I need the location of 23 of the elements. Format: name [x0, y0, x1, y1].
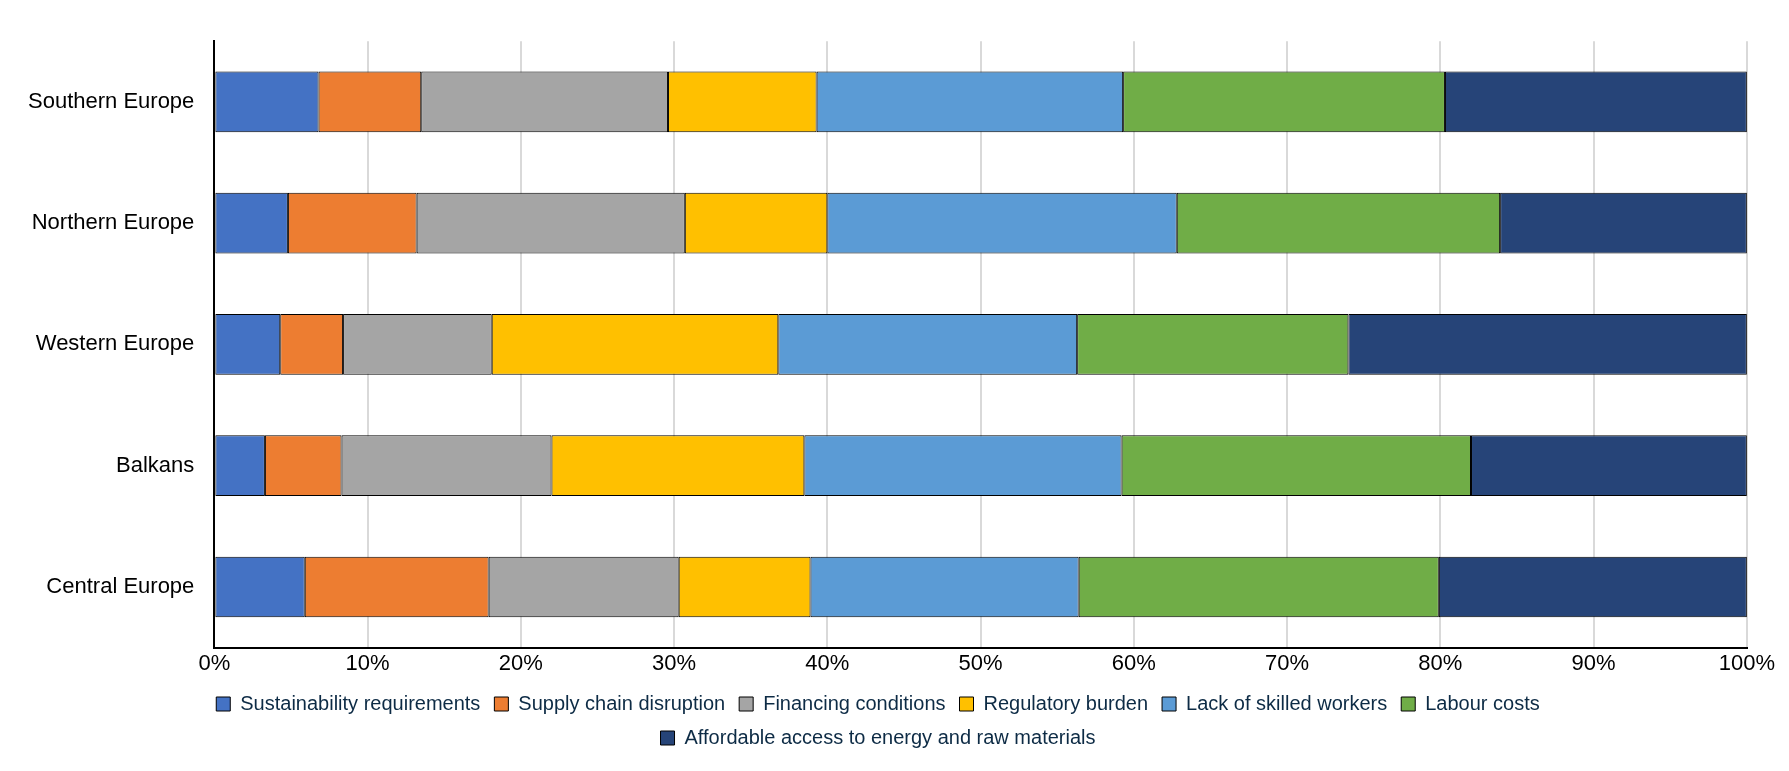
y-tick-label: Balkans	[116, 451, 195, 477]
x-tick-label: 40%	[805, 649, 850, 675]
x-tick-label: 80%	[1418, 649, 1463, 675]
y-tick-label: Southern Europe	[28, 87, 195, 113]
x-tick-label: 100%	[1718, 649, 1776, 675]
x-tick-label: 50%	[958, 649, 1003, 675]
legend-label: Financing conditions	[763, 691, 946, 714]
x-tick-label: 0%	[198, 649, 231, 675]
x-tick-label: 90%	[1571, 649, 1616, 675]
x-tick-label: 30%	[652, 649, 697, 675]
legend-label: Labour costs	[1425, 691, 1540, 714]
y-tick-label: Central Europe	[46, 573, 195, 599]
x-tick-label: 10%	[345, 649, 390, 675]
legend-label: Sustainability requirements	[240, 691, 481, 714]
x-tick-label: 60%	[1111, 649, 1156, 675]
legend-label: Supply chain disruption	[518, 691, 726, 714]
y-tick-label: Western Europe	[35, 330, 195, 356]
y-tick-label: Northern Europe	[31, 209, 195, 235]
x-tick-label: 70%	[1265, 649, 1310, 675]
legend-label: Lack of skilled workers	[1186, 691, 1388, 714]
legend-label: Affordable access to energy and raw materials	[684, 725, 1096, 748]
legend-label: Regulatory burden	[983, 691, 1149, 714]
x-tick-label: 20%	[498, 649, 543, 675]
